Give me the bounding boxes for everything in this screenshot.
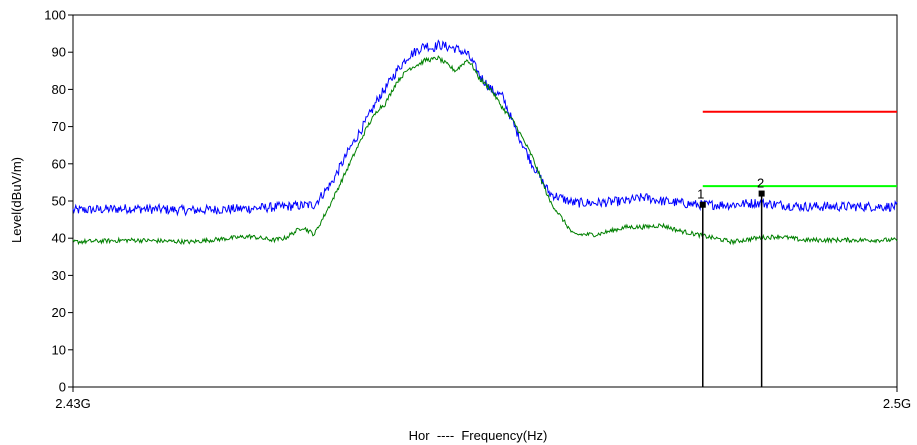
y-tick-label-60: 60 [52,156,66,171]
series-line-2 [72,55,898,246]
y-tick-label-20: 20 [52,305,66,320]
marker-label-2: 2 [757,176,764,191]
y-tick-label-50: 50 [52,194,66,209]
y-axis-title: Level(dBuV/m) [9,157,24,243]
marker-point-1 [699,201,706,208]
y-tick-label-40: 40 [52,231,66,246]
y-tick-label-10: 10 [52,342,66,357]
x-axis-title: Hor ---- Frequency(Hz) [409,428,548,443]
limit-layer [702,110,897,188]
plot-area [72,14,898,388]
y-tick-label-100: 100 [44,8,66,23]
marker-label-1: 1 [697,187,704,202]
marker-layer: 12 [697,176,765,387]
axis-layer: 0 10 20 30 40 50 60 70 80 90 100 2.43G 2.5G [44,8,911,412]
plot-frame [72,14,898,388]
y-tick-label-70: 70 [52,119,66,134]
y-tick-label-30: 30 [52,268,66,283]
marker-point-2 [758,190,765,197]
y-tick-label-80: 80 [52,82,66,97]
series-line-1 [72,39,898,217]
series-layer [72,39,898,246]
x-tick-label-1: 2.43G [55,396,90,411]
y-tick-label-90: 90 [52,45,66,60]
x-tick-label-2: 2.5G [883,396,911,411]
y-tick-label-0: 0 [59,380,66,395]
